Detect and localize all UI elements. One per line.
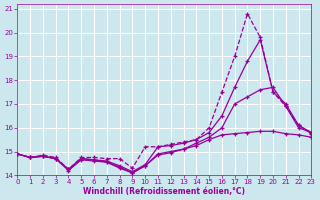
X-axis label: Windchill (Refroidissement éolien,°C): Windchill (Refroidissement éolien,°C) xyxy=(84,187,245,196)
